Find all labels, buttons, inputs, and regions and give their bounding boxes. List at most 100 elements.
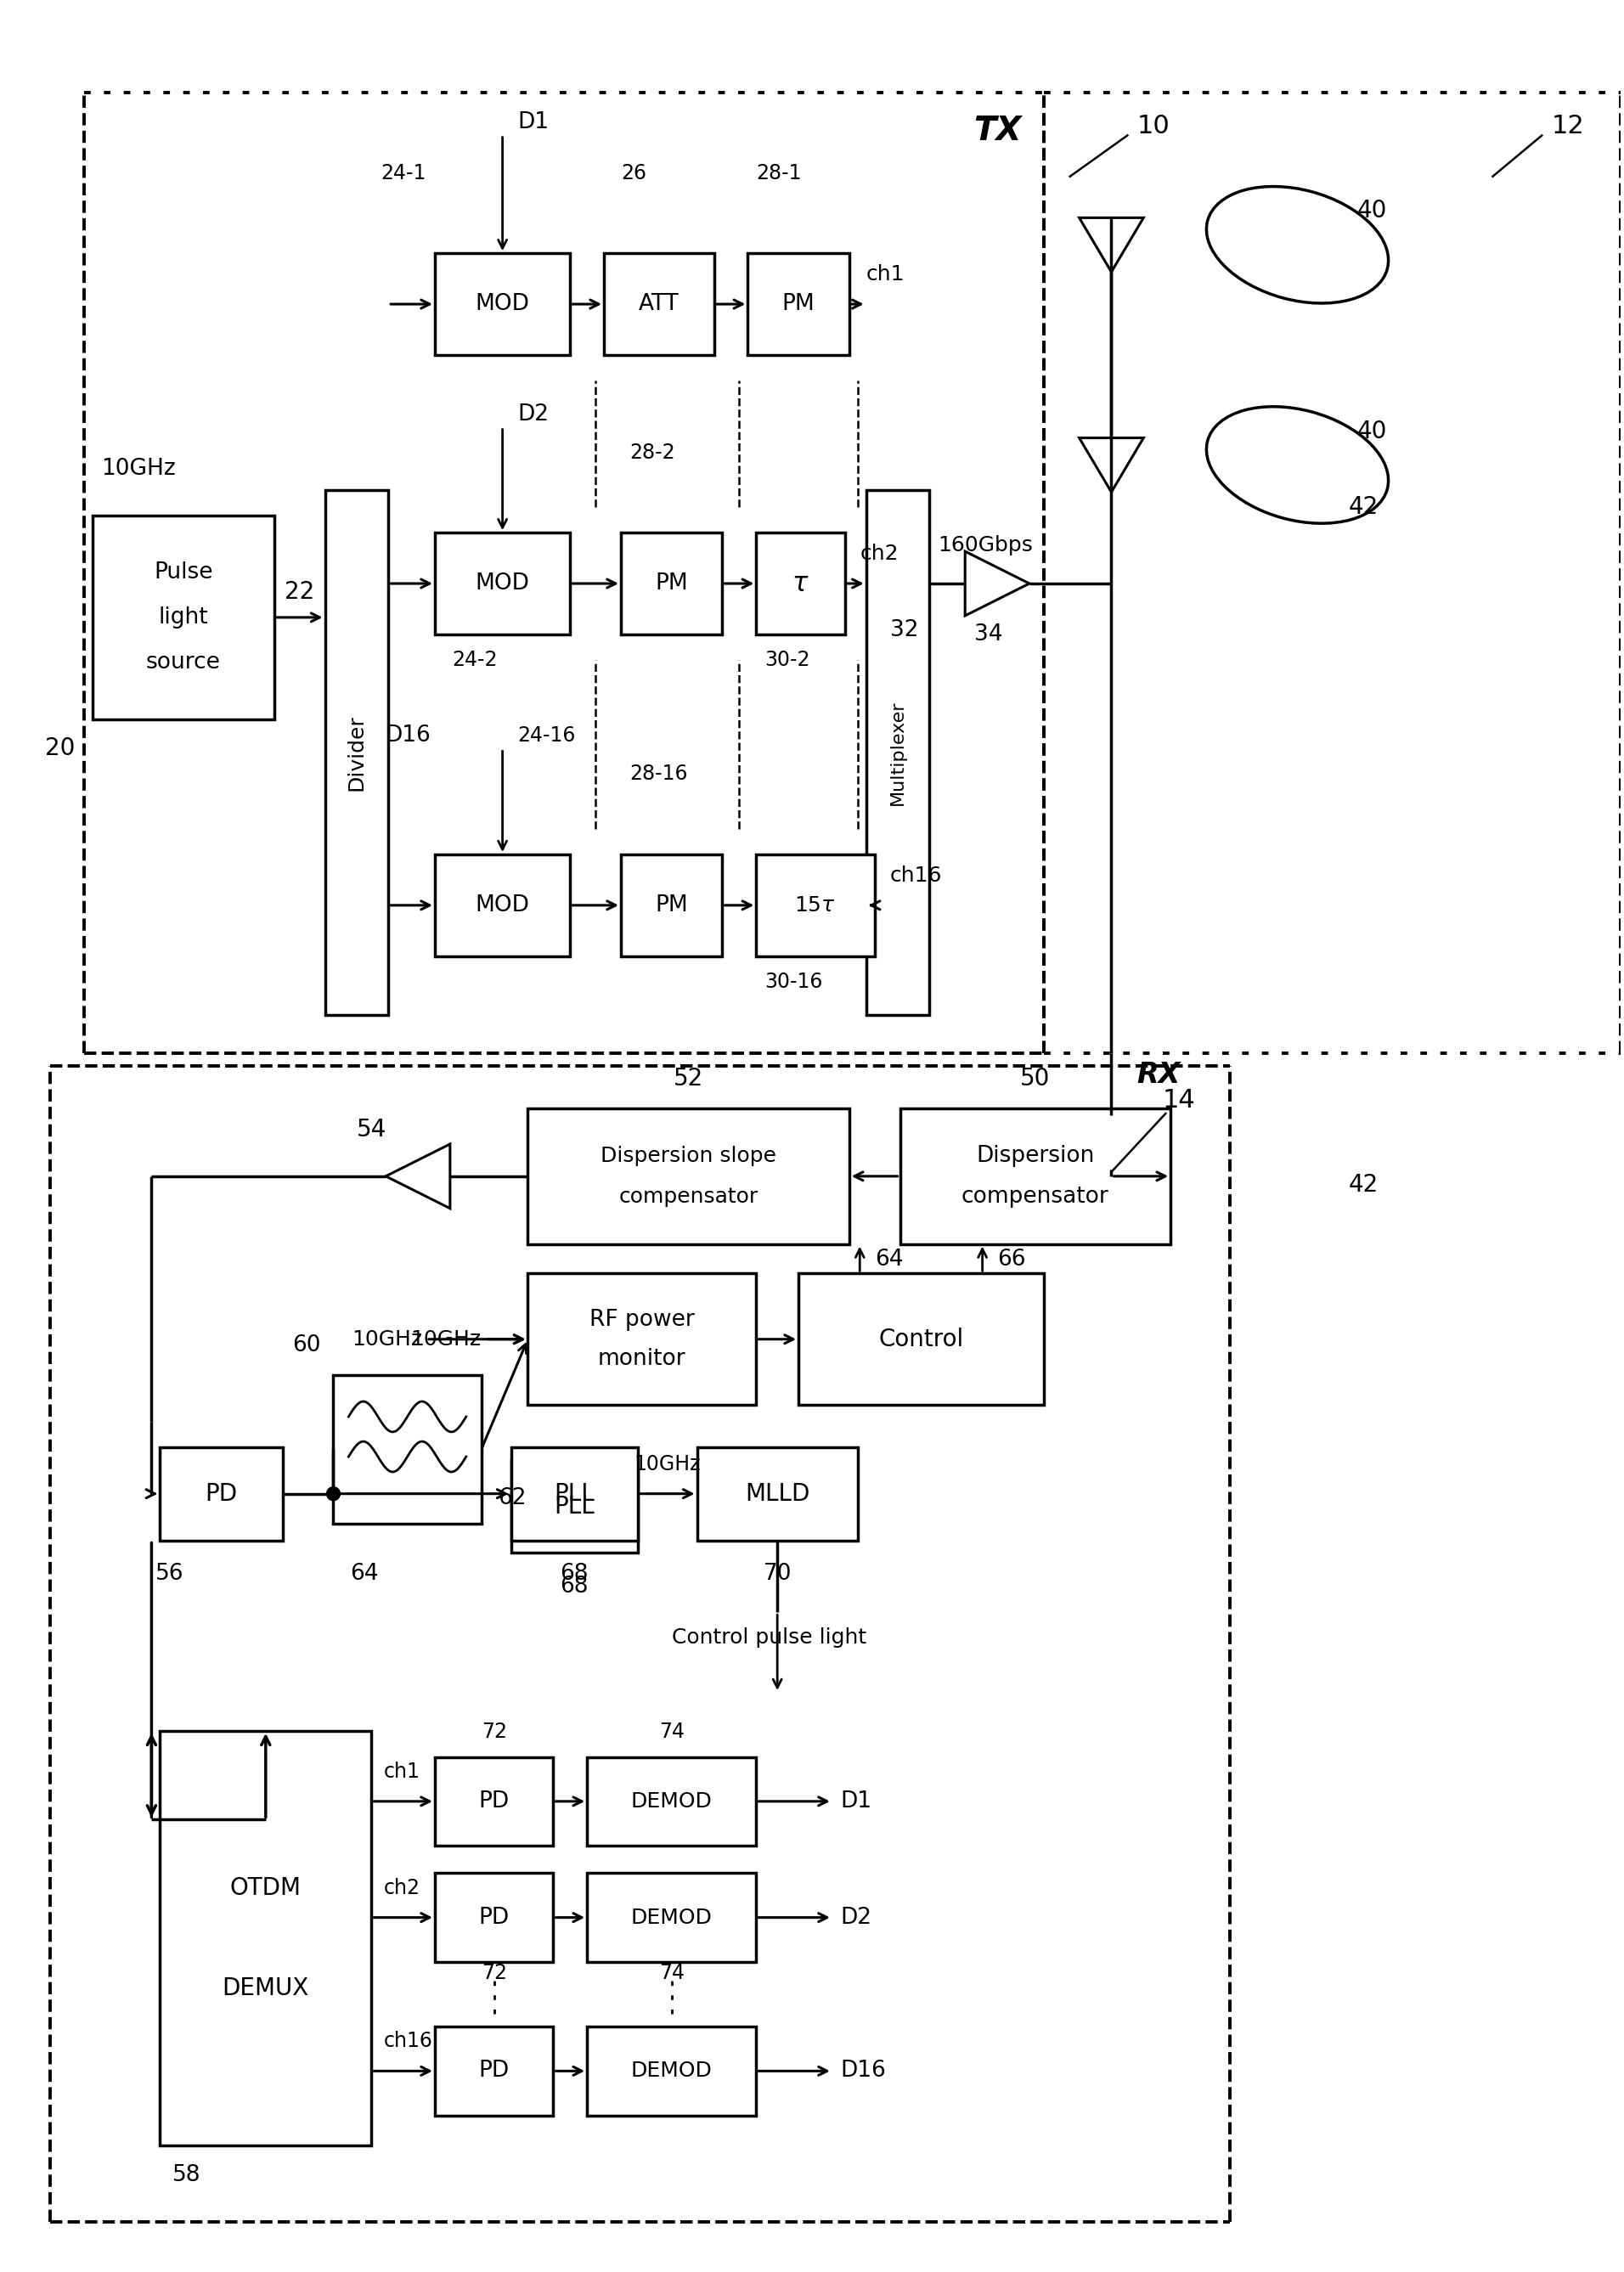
Text: 24-2: 24-2 <box>451 650 497 670</box>
Text: PD: PD <box>479 1906 510 1929</box>
Text: $15\tau$: $15\tau$ <box>794 895 836 916</box>
Text: 30-16: 30-16 <box>765 972 823 991</box>
Bar <box>866 491 929 1016</box>
Bar <box>435 252 570 354</box>
Text: MOD: MOD <box>476 293 529 316</box>
Text: OTDM: OTDM <box>231 1877 302 1899</box>
Ellipse shape <box>1207 407 1389 523</box>
Polygon shape <box>965 552 1030 616</box>
Text: ch2: ch2 <box>385 1877 421 1897</box>
Bar <box>528 1275 757 1404</box>
Text: 24-16: 24-16 <box>518 725 577 745</box>
Text: ch16: ch16 <box>385 2031 434 2052</box>
Text: D1: D1 <box>518 111 549 134</box>
Text: 52: 52 <box>674 1068 703 1091</box>
Bar <box>161 1731 372 2145</box>
Text: ch1: ch1 <box>866 264 905 284</box>
Text: PD: PD <box>479 2061 510 2081</box>
Text: 40: 40 <box>1356 200 1387 223</box>
Polygon shape <box>1080 218 1143 273</box>
Text: 42: 42 <box>1348 1172 1379 1197</box>
Text: 62: 62 <box>499 1486 526 1509</box>
Text: 10: 10 <box>1137 114 1169 139</box>
Text: ch16: ch16 <box>890 866 942 886</box>
Bar <box>620 532 723 634</box>
Bar <box>435 854 570 957</box>
Ellipse shape <box>1207 186 1389 302</box>
Bar <box>757 854 875 957</box>
Text: 56: 56 <box>156 1563 184 1586</box>
Text: 22: 22 <box>284 579 315 604</box>
Text: 72: 72 <box>481 1963 507 1983</box>
Text: PM: PM <box>654 573 689 595</box>
Text: 14: 14 <box>1163 1088 1195 1113</box>
Text: MOD: MOD <box>476 573 529 595</box>
Text: 30-2: 30-2 <box>765 650 810 670</box>
Text: 74: 74 <box>659 1963 684 1983</box>
Bar <box>435 1756 554 1845</box>
Text: 34: 34 <box>974 623 1004 645</box>
Text: D2: D2 <box>518 402 549 425</box>
Text: Pulse: Pulse <box>154 561 213 584</box>
Text: Control pulse light: Control pulse light <box>672 1627 866 1647</box>
Text: 64: 64 <box>875 1247 903 1270</box>
Bar <box>620 854 723 957</box>
Text: 28-16: 28-16 <box>630 763 687 784</box>
Text: ch2: ch2 <box>861 543 900 563</box>
Bar <box>333 1375 481 1522</box>
Text: 58: 58 <box>172 2165 201 2186</box>
Text: Multiplexer: Multiplexer <box>890 700 906 804</box>
Text: 68: 68 <box>560 1563 588 1586</box>
Bar <box>586 1872 757 1963</box>
Bar <box>697 1447 857 1540</box>
Text: 74: 74 <box>659 1722 684 1743</box>
Text: 68: 68 <box>560 1577 588 1597</box>
Bar <box>586 2027 757 2115</box>
Text: Dispersion: Dispersion <box>976 1145 1095 1168</box>
Text: compensator: compensator <box>619 1186 758 1206</box>
Text: PLL: PLL <box>554 1481 594 1506</box>
Text: 64: 64 <box>351 1563 378 1586</box>
Text: 50: 50 <box>1020 1068 1051 1091</box>
Text: 10GHz: 10GHz <box>633 1454 700 1475</box>
Text: Divider: Divider <box>346 716 367 791</box>
Bar <box>161 1447 283 1540</box>
Bar <box>435 1872 554 1963</box>
Bar <box>757 532 844 634</box>
Text: DEMOD: DEMOD <box>630 1906 713 1927</box>
Text: ch1: ch1 <box>385 1761 421 1781</box>
Text: compensator: compensator <box>961 1186 1109 1209</box>
Text: 42: 42 <box>1348 495 1379 520</box>
Polygon shape <box>387 1145 450 1209</box>
Text: D16: D16 <box>385 725 430 747</box>
Text: 66: 66 <box>997 1247 1026 1270</box>
Bar <box>528 1109 849 1245</box>
Polygon shape <box>1080 1116 1143 1170</box>
Text: PLL: PLL <box>554 1495 594 1518</box>
Text: 20: 20 <box>45 736 75 761</box>
Text: 10GHz: 10GHz <box>351 1329 422 1350</box>
Polygon shape <box>1080 438 1143 493</box>
Text: D1: D1 <box>841 1790 872 1813</box>
Text: 54: 54 <box>356 1118 387 1141</box>
Bar <box>586 1756 757 1845</box>
Text: 72: 72 <box>481 1722 507 1743</box>
Text: 10GHz: 10GHz <box>411 1329 481 1350</box>
Text: PM: PM <box>654 895 689 916</box>
Text: 60: 60 <box>292 1334 320 1356</box>
Bar <box>747 252 849 354</box>
Text: 32: 32 <box>890 618 919 641</box>
Text: source: source <box>146 652 221 673</box>
Bar <box>799 1275 1044 1404</box>
Text: ATT: ATT <box>638 293 679 316</box>
Text: monitor: monitor <box>598 1347 685 1370</box>
Text: 26: 26 <box>620 164 646 184</box>
Bar <box>435 532 570 634</box>
Circle shape <box>326 1486 339 1500</box>
Text: DEMOD: DEMOD <box>630 2061 713 2081</box>
Text: MLLD: MLLD <box>745 1481 810 1506</box>
Bar <box>93 516 274 718</box>
Text: DEMOD: DEMOD <box>630 1790 713 1811</box>
Text: 24-1: 24-1 <box>382 164 427 184</box>
Text: 28-2: 28-2 <box>630 443 676 463</box>
